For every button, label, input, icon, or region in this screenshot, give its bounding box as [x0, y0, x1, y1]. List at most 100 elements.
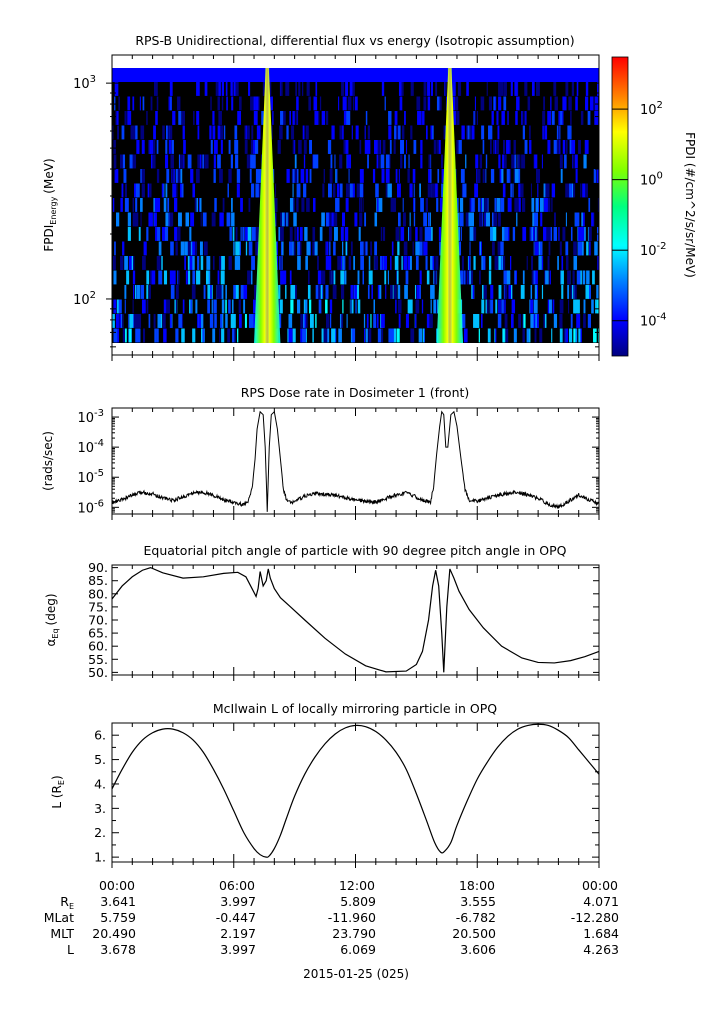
heatmap-cell [422, 328, 425, 343]
heatmap-cell [297, 96, 299, 111]
heatmap-cell [233, 241, 235, 256]
heatmap-cell [123, 169, 127, 183]
heatmap-cell [507, 111, 509, 125]
heatmap-cell [504, 285, 508, 299]
heatmap-cell [117, 125, 119, 140]
colorbar-tick-label-base: 10 [640, 315, 657, 330]
heatmap-cell [303, 314, 305, 328]
heatmap-cell [422, 111, 425, 125]
heatmap-cell [443, 125, 446, 140]
heatmap-cell [520, 183, 524, 198]
heatmap-cell [360, 241, 364, 256]
panel2-ytick-label: 10-3 [77, 408, 104, 426]
heatmap-cell [121, 183, 124, 198]
heatmap-cell [350, 285, 354, 299]
heatmap-cell [210, 96, 212, 111]
heatmap-cell [521, 111, 524, 125]
heatmap-cell [175, 285, 179, 299]
heatmap-cell [179, 154, 184, 169]
heatmap-cell [475, 154, 479, 169]
heatmap-cell [202, 154, 204, 169]
heatmap-cell [593, 169, 596, 183]
heatmap-cell [344, 227, 349, 241]
heatmap-cell [132, 154, 137, 169]
heatmap-cell [413, 212, 416, 227]
heatmap-cell [250, 140, 254, 154]
belt-passage-core-1 [265, 68, 270, 343]
heatmap-cell [269, 96, 273, 111]
heatmap-cell [562, 111, 564, 125]
heatmap-cell [473, 314, 476, 328]
pitch-angle-panel: Equatorial pitch angle of particle with … [44, 543, 600, 681]
heatmap-cell [333, 270, 336, 285]
heatmap-cell [376, 154, 379, 169]
heatmap-cell [428, 169, 431, 183]
heatmap-cell [280, 111, 284, 125]
panel1-title: RPS-B Unidirectional, differential flux … [135, 33, 574, 48]
heatmap-cell [561, 256, 564, 270]
heatmap-cell [441, 154, 443, 169]
heatmap-cell [375, 183, 379, 198]
heatmap-cell [289, 227, 293, 241]
heatmap-cell [541, 285, 544, 299]
heatmap-cell [400, 227, 405, 241]
heatmap-cell [148, 212, 151, 227]
heatmap-cell [419, 241, 423, 256]
heatmap-cell [142, 96, 145, 111]
heatmap-cell [547, 198, 551, 212]
heatmap-cell [113, 270, 117, 285]
heatmap-cell [565, 183, 570, 198]
panel3-ytick-label: 90. [88, 560, 108, 575]
heatmap-cell [364, 241, 366, 256]
heatmap-cell [357, 270, 360, 285]
heatmap-cell [244, 314, 247, 328]
heatmap-cell [322, 183, 325, 198]
heatmap-cell [249, 314, 254, 328]
heatmap-cell [354, 285, 358, 299]
heatmap-cell [288, 328, 291, 343]
heatmap-cell [239, 96, 241, 111]
heatmap-cell [573, 183, 576, 198]
heatmap-cell [503, 96, 507, 111]
heatmap-cell [430, 169, 432, 183]
heatmap-cell [129, 314, 134, 328]
heatmap-cell [529, 140, 532, 154]
heatmap-cell [136, 183, 139, 198]
heatmap-cell [221, 256, 225, 270]
heatmap-cell [356, 183, 360, 198]
heatmap-cell [231, 96, 234, 111]
heatmap-cell [153, 140, 156, 154]
heatmap-cell [212, 328, 216, 343]
heatmap-cell [498, 212, 501, 227]
heatmap-cell [120, 198, 123, 212]
heatmap-cell [513, 140, 516, 154]
ephemeris-value: 6.069 [340, 942, 376, 957]
ephemeris-value: -0.447 [216, 910, 256, 925]
heatmap-cell [317, 256, 319, 270]
heatmap-cell [227, 328, 230, 343]
heatmap-cell [116, 212, 120, 227]
heatmap-cell [469, 270, 473, 285]
heatmap-cell [339, 154, 343, 169]
heatmap-cell [114, 96, 116, 111]
heatmap-cell [301, 198, 305, 212]
heatmap-cell [494, 140, 497, 154]
heatmap-cell [394, 125, 397, 140]
heatmap-cell [342, 299, 344, 314]
heatmap-cell [328, 227, 332, 241]
heatmap-cell [388, 111, 392, 125]
heatmap-cell [211, 299, 213, 314]
heatmap-cell [561, 270, 564, 285]
heatmap-cell [360, 256, 364, 270]
heatmap-cell [452, 111, 456, 125]
heatmap-cell [146, 111, 148, 125]
heatmap-cell [308, 96, 311, 111]
heatmap-cell [239, 314, 242, 328]
heatmap-cell [297, 241, 300, 256]
heatmap-cell [481, 299, 485, 314]
heatmap-cell [295, 111, 298, 125]
ephemeris-row-label: RE [60, 894, 74, 911]
panel2-ylabel: (rads/sec) [41, 431, 55, 491]
time-axis-label: 06:00 [219, 878, 255, 893]
heatmap-cell [129, 154, 133, 169]
